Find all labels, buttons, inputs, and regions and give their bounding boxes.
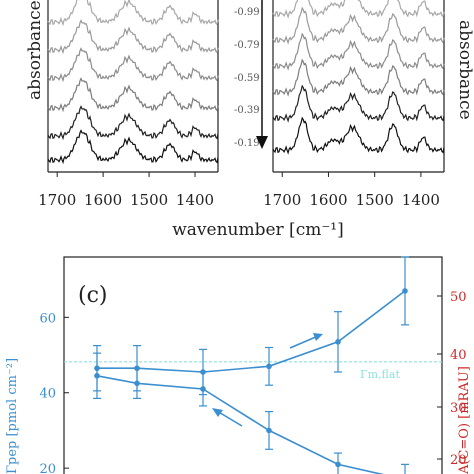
c-ylabel-right: A(C=O) [mRAU]: [457, 366, 472, 474]
x-tick-label: 1500: [356, 191, 394, 209]
x-tick-label: 1600: [309, 191, 347, 209]
spectrum-trace: [47, 19, 219, 55]
side-label: -0.79: [234, 40, 260, 51]
x-tick-label: 1400: [402, 191, 440, 209]
side-label: -0.59: [234, 73, 260, 84]
right-traces: [272, 0, 445, 155]
panel-left: 1700 1600 1500 1400 absorbance -0.99-0.79-0…: [25, 0, 268, 209]
spectrum-trace: [272, 32, 445, 71]
spectrum-trace: [272, 84, 445, 123]
c-ylabel-left: Γpep [pmol cm⁻²]: [5, 358, 20, 474]
series-line: [96, 375, 385, 474]
left-x-ticks: 1700 1600 1500 1400: [38, 172, 214, 209]
x-tick-label: 1700: [263, 191, 301, 209]
arrow-head: [256, 136, 268, 149]
arrow-down-series: [212, 408, 243, 427]
y-right-tick-label: 30: [450, 401, 467, 416]
y-tick-label: 60: [39, 311, 56, 326]
side-label: -0.39: [234, 105, 260, 116]
left-side-labels: -0.99 -0.79 -0.59 -0.39 -0.19: [234, 7, 260, 149]
arrow-up-series: [289, 333, 323, 349]
c-series: [93, 256, 409, 474]
data-point: [200, 386, 206, 392]
panel-c: (c) 20 40 60 20 30 40 50 Γm,flat Γpep [pmol c…: [5, 256, 472, 474]
data-point: [134, 380, 140, 387]
data-point: [94, 372, 100, 379]
c-left-ticks: 20 40 60: [39, 311, 69, 474]
panel-c-frame: [63, 256, 443, 474]
right-x-ticks: 1700 1600 1500 1400: [263, 172, 440, 209]
y-tick-label: 40: [39, 387, 56, 402]
left-ylabel: absorbance: [25, 0, 45, 100]
x-tick-label: 1500: [130, 191, 168, 209]
spectrum-trace: [47, 129, 219, 165]
panel-c-label: (c): [78, 283, 108, 308]
side-label: -0.19: [234, 138, 260, 149]
y-right-tick-label: 50: [450, 290, 467, 305]
spectrum-trace: [272, 6, 445, 45]
series-line: [97, 290, 406, 373]
side-label: -0.99: [234, 7, 260, 18]
left-traces: [47, 0, 219, 165]
shared-xlabel: wavenumber [cm⁻¹]: [172, 220, 344, 240]
reference-label: Γm,flat: [360, 368, 400, 381]
panel-right: 1700 1600 1500 1400 absorbance: [263, 0, 474, 209]
data-point: [335, 339, 341, 345]
data-point: [335, 461, 341, 468]
data-point: [402, 288, 408, 294]
x-tick-label: 1400: [176, 191, 214, 209]
y-right-tick-label: 20: [450, 453, 467, 468]
spectrum-trace: [47, 0, 219, 27]
c-right-ticks: 20 30 40 50: [437, 290, 467, 468]
data-point: [266, 427, 272, 434]
spectrum-trace: [272, 116, 445, 155]
y-tick-label: 20: [39, 462, 56, 474]
x-tick-label: 1700: [38, 191, 76, 209]
y-right-tick-label: 40: [450, 348, 467, 363]
spectrum-trace: [47, 47, 219, 83]
spectrum-trace: [272, 58, 445, 97]
x-tick-label: 1600: [84, 191, 122, 209]
right-ylabel: absorbance: [455, 20, 474, 120]
data-point: [266, 363, 272, 370]
spectrum-trace: [272, 0, 445, 19]
spectrum-trace: [47, 105, 219, 141]
spectrum-trace: [47, 77, 219, 113]
